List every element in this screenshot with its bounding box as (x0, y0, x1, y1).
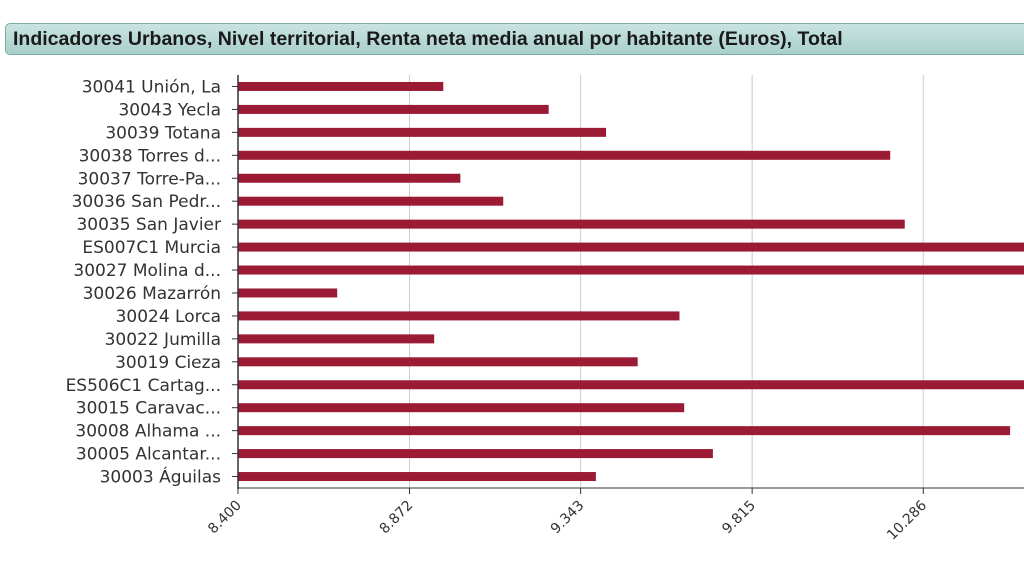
bar[interactable] (238, 242, 1024, 252)
category-label: 30022 Jumilla (105, 330, 221, 350)
category-label: ES007C1 Murcia (82, 238, 221, 258)
category-label: 30036 San Pedr... (72, 192, 221, 212)
bar[interactable] (238, 403, 685, 413)
category-label: 30015 Caravac... (76, 399, 221, 419)
bar[interactable] (238, 196, 504, 206)
category-label: 30003 Águilas (100, 466, 222, 488)
bar[interactable] (238, 150, 891, 160)
bar[interactable] (238, 426, 1011, 436)
category-label: 30027 Molina d... (73, 261, 221, 281)
bar[interactable] (238, 380, 1024, 390)
bar[interactable] (238, 311, 680, 321)
chart-title: Indicadores Urbanos, Nivel territorial, … (13, 27, 843, 50)
category-label: 30019 Cieza (115, 353, 221, 373)
x-tick-label: 8.400 (205, 498, 245, 538)
bar[interactable] (238, 219, 905, 229)
category-label: 30024 Lorca (116, 307, 221, 327)
bar[interactable] (238, 288, 338, 298)
category-label: 30037 Torre-Pa... (78, 169, 221, 189)
axis-layer (232, 75, 1024, 494)
bar[interactable] (238, 449, 713, 459)
category-label: 30026 Mazarrón (83, 284, 221, 304)
category-label: 30038 Torres d... (79, 146, 221, 166)
chart-title-bar: Indicadores Urbanos, Nivel territorial, … (5, 23, 1024, 55)
bar[interactable] (238, 127, 607, 137)
x-tick-label: 10.286 (884, 497, 930, 543)
category-label: ES506C1 Cartag... (66, 376, 221, 396)
category-label: 30039 Totana (105, 123, 221, 143)
x-tick-label: 8.872 (377, 498, 417, 538)
x-tick-label: 9.815 (719, 498, 759, 538)
bar-layer (238, 81, 1024, 482)
category-label: 30035 San Javier (76, 215, 221, 235)
bar[interactable] (238, 81, 444, 91)
category-label: 30043 Yecla (118, 100, 221, 120)
bar[interactable] (238, 265, 1024, 275)
bar[interactable] (238, 173, 461, 183)
bar[interactable] (238, 104, 549, 114)
grid-layer (409, 75, 924, 488)
bar[interactable] (238, 334, 435, 344)
category-label: 30041 Unión, La (82, 77, 221, 97)
category-label: 30005 Alcantar... (76, 445, 221, 465)
bar[interactable] (238, 357, 638, 367)
bar[interactable] (238, 472, 596, 482)
category-label: 30008 Alhama ... (75, 422, 221, 442)
x-tick-label: 9.343 (548, 498, 588, 538)
